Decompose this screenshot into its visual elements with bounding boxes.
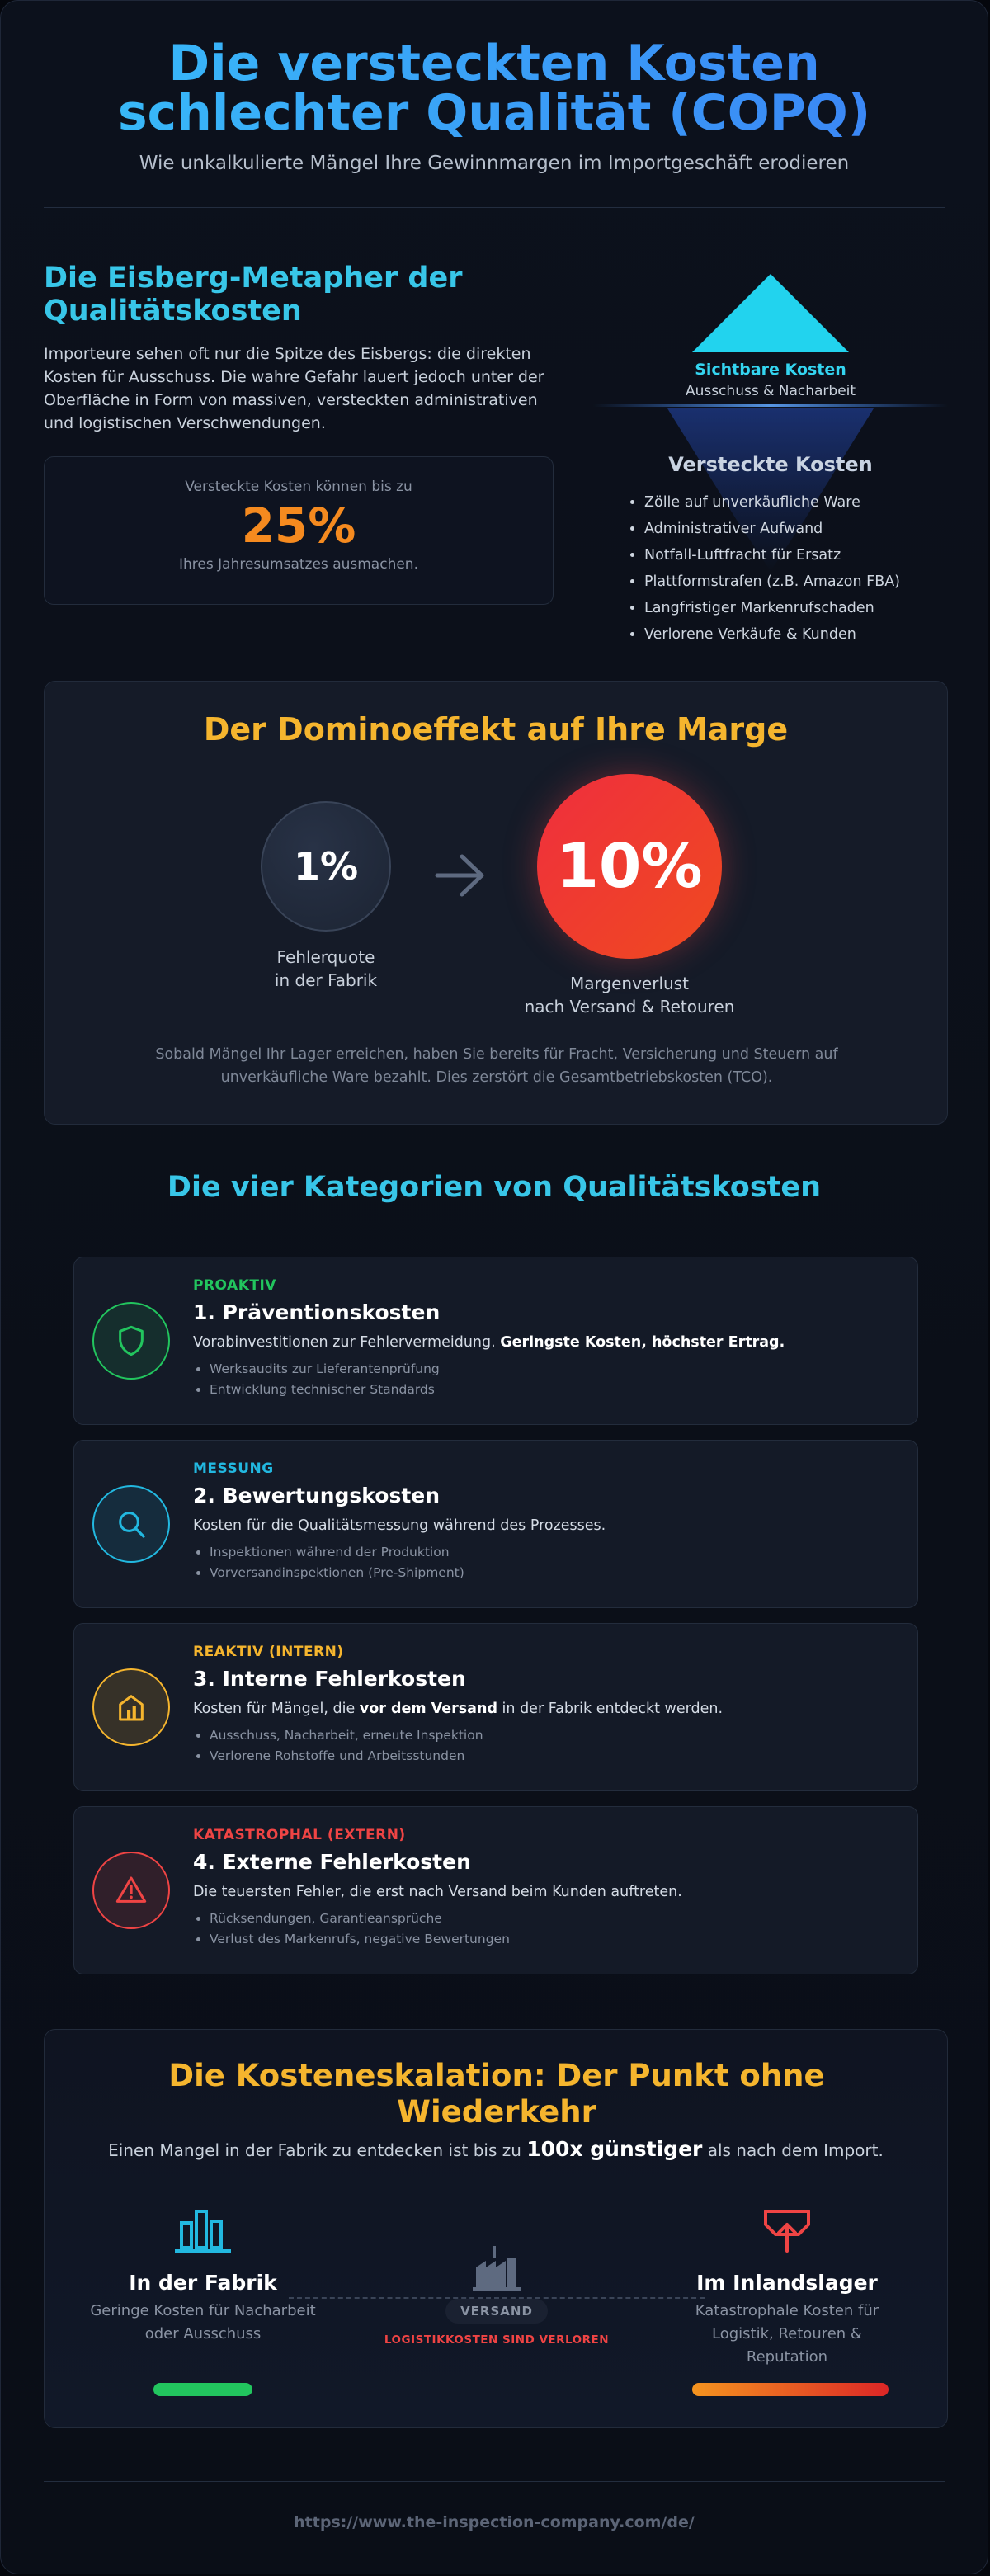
shipping-timeline bbox=[289, 2297, 705, 2299]
visible-costs-sub: Ausschuss & Nacharbeit bbox=[685, 383, 856, 399]
shipping-badge: VERSAND bbox=[446, 2299, 548, 2324]
category-description: Die teuersten Fehler, die erst nach Vers… bbox=[193, 1884, 682, 1900]
list-item: Verlorene Verkäufe & Kunden bbox=[644, 621, 900, 648]
margin-loss-label-line1: Margenverlust bbox=[570, 974, 689, 993]
category-description: Vorabinvestitionen zur Fehlervermeidung.… bbox=[193, 1334, 785, 1351]
escalation-title: Die Kosteneskalation: Der Punkt ohne Wie… bbox=[168, 2058, 825, 2130]
category-examples: Werksaudits zur Lieferantenprüfung Entwi… bbox=[193, 1359, 901, 1400]
list-item: Verlust des Markenrufs, negative Bewertu… bbox=[210, 1929, 901, 1950]
list-item: Langfristiger Markenrufschaden bbox=[644, 595, 900, 621]
list-item: Werksaudits zur Lieferantenprüfung bbox=[210, 1359, 901, 1380]
shipping-note: LOGISTIKKOSTEN SIND VERLOREN bbox=[384, 2333, 610, 2347]
category-name: 1. Präventionskosten bbox=[193, 1300, 441, 1324]
category-examples: Rücksendungen, Garantieansprüche Verlust… bbox=[193, 1908, 901, 1950]
domino-effect-section: Der Dominoeffekt auf Ihre Marge 1% Fehle… bbox=[44, 681, 948, 1125]
high-cost-bar bbox=[692, 2383, 889, 2396]
category-card-internal-failure: REAKTIV (INTERN) 3. Interne Fehlerkosten… bbox=[73, 1623, 918, 1791]
category-name: 3. Interne Fehlerkosten bbox=[193, 1667, 466, 1691]
low-cost-bar bbox=[153, 2383, 252, 2396]
footer-divider bbox=[44, 2481, 945, 2482]
category-name: 2. Bewertungskosten bbox=[193, 1484, 441, 1507]
warehouse-column: Im Inlandslager Katastrophale Kosten für… bbox=[672, 2203, 903, 2369]
divider bbox=[44, 207, 945, 208]
stat-prefix: Versteckte Kosten können bis zu bbox=[185, 479, 412, 495]
defect-rate-label-line1: Fehlerquote bbox=[276, 947, 375, 967]
search-icon bbox=[92, 1485, 170, 1563]
escalation-subtitle: Einen Mangel in der Fabrik zu entdecken … bbox=[108, 2137, 884, 2161]
category-description: Kosten für die Qualitätsmessung während … bbox=[193, 1517, 606, 1534]
category-name: 4. Externe Fehlerkosten bbox=[193, 1850, 471, 1874]
defect-rate-label-line2: in der Fabrik bbox=[274, 970, 378, 990]
list-item: Plattformstrafen (z.B. Amazon FBA) bbox=[644, 569, 900, 595]
warehouse-label: Im Inlandslager bbox=[696, 2271, 878, 2295]
shield-icon bbox=[92, 1302, 170, 1380]
list-item: Administrativer Aufwand bbox=[644, 516, 900, 542]
list-item: Entwicklung technischer Standards bbox=[210, 1380, 901, 1400]
list-item: Notfall-Luftfracht für Ersatz bbox=[644, 542, 900, 569]
category-tag: KATASTROPHAL (EXTERN) bbox=[193, 1827, 406, 1843]
category-card-prevention: PROAKTIV 1. Präventionskosten Vorabinves… bbox=[73, 1257, 918, 1425]
iceberg-heading: Die Eisberg-Metapher der Qualitätskosten bbox=[44, 262, 463, 328]
list-item: Rücksendungen, Garantieansprüche bbox=[210, 1908, 901, 1929]
iceberg-description: Importeure sehen oft nur die Spitze des … bbox=[44, 345, 544, 432]
list-item: Vorversandinspektionen (Pre-Shipment) bbox=[210, 1563, 901, 1583]
footer-link[interactable]: https://www.the-inspection-company.com/d… bbox=[294, 2513, 695, 2531]
factory-chart-icon bbox=[175, 2210, 231, 2253]
defect-rate-label: Fehlerquote in der Fabrik bbox=[223, 946, 429, 992]
hidden-costs-title: Versteckte Kosten bbox=[668, 453, 873, 476]
stat-value: 25% bbox=[241, 498, 356, 554]
margin-loss-circle: 10% bbox=[537, 774, 722, 959]
category-tag: REAKTIV (INTERN) bbox=[193, 1644, 344, 1660]
list-item: Zölle auf unverkäufliche Ware bbox=[644, 489, 900, 516]
list-item: Ausschuss, Nacharbeit, erneute Inspektio… bbox=[210, 1725, 901, 1746]
margin-loss-label: Margenverlust nach Versand & Retouren bbox=[506, 972, 753, 1018]
iceberg-icon bbox=[593, 274, 948, 571]
defect-rate-circle: 1% bbox=[261, 801, 391, 932]
hidden-costs-list: Zölle auf unverkäufliche Ware Administra… bbox=[626, 489, 900, 648]
stat-suffix: Ihres Jahresumsatzes ausmachen. bbox=[179, 556, 418, 573]
factory-description: Geringe Kosten für Nacharbeit oder Aussc… bbox=[90, 2302, 316, 2342]
page-title: Die versteckten Kosten schlechter Qualit… bbox=[40, 39, 948, 138]
category-tag: PROAKTIV bbox=[193, 1277, 276, 1294]
category-examples: Ausschuss, Nacharbeit, erneute Inspektio… bbox=[193, 1725, 901, 1767]
factory-icon bbox=[92, 1668, 170, 1746]
iceberg-graphic: Sichtbare Kosten Ausschuss & Nacharbeit … bbox=[593, 262, 948, 658]
category-card-external-failure: KATASTROPHAL (EXTERN) 4. Externe Fehlerk… bbox=[73, 1806, 918, 1974]
margin-loss-label-line2: nach Versand & Retouren bbox=[524, 997, 735, 1017]
domino-title: Der Dominoeffekt auf Ihre Marge bbox=[203, 711, 789, 748]
list-item: Verlorene Rohstoffe und Arbeitsstunden bbox=[210, 1746, 901, 1767]
hidden-cost-stat-card: Versteckte Kosten können bis zu 25% Ihre… bbox=[44, 456, 554, 605]
category-card-appraisal: MESSUNG 2. Bewertungskosten Kosten für d… bbox=[73, 1440, 918, 1608]
categories-title: Die vier Kategorien von Qualitätskosten bbox=[167, 1171, 822, 1204]
visible-costs-label: Sichtbare Kosten bbox=[695, 361, 846, 379]
cost-escalation-section: Die Kosteneskalation: Der Punkt ohne Wie… bbox=[44, 2029, 948, 2428]
domino-note: Sobald Mängel Ihr Lager erreichen, haben… bbox=[155, 1046, 838, 1086]
category-examples: Inspektionen während der Produktion Vorv… bbox=[193, 1542, 901, 1583]
category-tag: MESSUNG bbox=[193, 1460, 274, 1477]
factory-column: In der Fabrik Geringe Kosten für Nacharb… bbox=[87, 2203, 318, 2346]
list-item: Inspektionen während der Produktion bbox=[210, 1542, 901, 1563]
header: Die versteckten Kosten schlechter Qualit… bbox=[1, 1, 988, 174]
factory-label: In der Fabrik bbox=[129, 2271, 277, 2295]
warning-icon bbox=[92, 1852, 170, 1929]
warehouse-description: Katastrophale Kosten für Logistik, Retou… bbox=[695, 2302, 879, 2366]
arrow-right-icon bbox=[435, 854, 484, 897]
category-description: Kosten für Mängel, die vor dem Versand i… bbox=[193, 1701, 724, 1717]
iceberg-text-section: Die Eisberg-Metapher der Qualitätskosten… bbox=[44, 262, 555, 605]
page-subtitle: Wie unkalkulierte Mängel Ihre Gewinnmarg… bbox=[139, 153, 850, 174]
shipping-factory-icon bbox=[473, 2246, 521, 2291]
inbox-return-icon bbox=[764, 2210, 810, 2253]
